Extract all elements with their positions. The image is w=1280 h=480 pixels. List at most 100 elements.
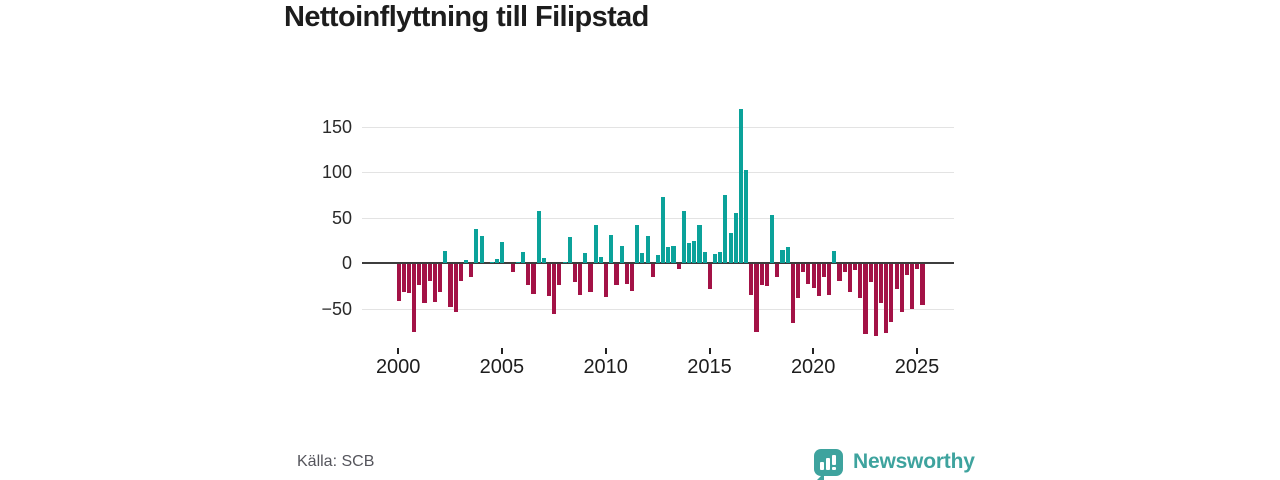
bar-2004-q4 [495,258,500,264]
bar-2024-q1 [894,264,899,289]
newsworthy-logo-text: Newsworthy [853,450,975,473]
bar-2006-q3 [531,264,536,295]
zero-axis-line [362,262,954,265]
bar-2005-q1 [500,242,505,264]
bar-2007-q3 [552,264,557,315]
bar-2023-q2 [878,264,884,304]
bar-2016-q1 [728,233,733,264]
bar-2023-q1 [873,264,878,337]
bar-2015-q2 [712,254,718,264]
bar-2018-q3 [780,249,785,264]
bar-2005-q3 [510,264,515,273]
bar-2003-q1 [458,264,463,281]
x-tick-2005 [500,348,503,354]
x-tick-2020 [812,348,815,354]
bar-2024-q2 [899,264,904,313]
bar-2013-q2 [671,246,676,264]
bar-2022-q3 [863,264,868,335]
bar-2019-q2 [795,264,801,298]
bar-chart-icon-bar2 [826,457,830,470]
x-tick-2010 [604,348,607,354]
bar-2014-q4 [702,251,707,264]
x-tick-label: 2015 [687,356,732,378]
bar-2000-q3 [406,264,412,294]
bar-2017-q1 [749,264,754,296]
bar-2000-q1 [396,264,401,301]
bar-2006-q4 [536,211,541,264]
bar-2006-q1 [521,252,526,264]
bar-2024-q4 [910,264,915,309]
bar-2004-q1 [479,236,484,264]
y-tick-label: 150 [321,116,352,137]
bar-2011-q3 [635,225,640,264]
x-tick-2015 [708,348,711,354]
bar-2020-q2 [816,264,821,297]
bar-2002-q2 [443,250,448,264]
bar-2002-q1 [438,264,443,293]
x-tick-label: 2000 [375,356,421,378]
bar-2002-q3 [448,264,453,308]
bar-2015-q1 [707,264,712,289]
bar-2018-q1 [770,215,775,264]
x-tick-label: 2005 [479,356,525,378]
x-tick-label: 2010 [583,356,628,378]
bar-2000-q4 [412,264,417,332]
bar-2017-q3 [759,264,764,286]
source-note: Källa: SCB [297,453,375,470]
bar-2001-q1 [417,264,422,286]
bar-chart-icon-exclamation [832,454,836,465]
bar-2003-q2 [463,259,469,264]
bar-2020-q1 [811,264,816,288]
bar-2009-q1 [583,253,588,264]
bar-2020-q4 [827,264,832,296]
bar-2014-q2 [692,240,697,264]
bar-2017-q4 [764,264,769,287]
bar-2008-q2 [567,236,572,264]
bar-2019-q3 [801,264,806,272]
bar-2010-q3 [614,264,619,286]
bar-2019-q1 [790,264,795,324]
bar-2018-q2 [775,264,780,277]
bar-2021-q3 [842,264,847,273]
bar-2013-q1 [666,246,671,264]
bar-2002-q4 [453,264,458,313]
bar-2010-q1 [604,264,609,298]
bar-2010-q2 [609,235,614,264]
bar-2007-q1 [541,257,546,264]
bar-2009-q2 [588,264,593,292]
bar-2024-q3 [904,264,910,276]
x-tick-2025 [916,348,918,354]
bar-2007-q2 [546,264,552,297]
bar-2021-q1 [832,250,837,264]
bar-2018-q4 [785,246,790,264]
bar-2011-q1 [624,264,629,285]
bar-2001-q4 [432,264,437,302]
bar-2009-q3 [593,225,598,264]
bar-2003-q4 [474,228,479,264]
bar-2005-q4 [515,261,520,264]
bar-2014-q1 [687,243,692,264]
bar-2004-q3 [489,262,495,264]
page-title: Nettoinflyttning till Filipstad [284,1,649,33]
bar-2008-q4 [578,264,583,296]
bar-2015-q4 [723,195,728,264]
bar-2017-q2 [754,264,759,332]
bar-2000-q2 [401,264,406,292]
bar-2015-q3 [718,252,723,264]
bar-2022-q1 [853,264,858,270]
bar-2021-q4 [847,264,852,292]
bar-2001-q3 [427,264,432,281]
gridline-y-50 [362,217,954,219]
bar-2023-q3 [884,264,889,333]
gridline-y-150 [362,126,954,128]
bar-chart-icon-bar1 [820,461,824,470]
bar-2022-q4 [868,264,873,283]
bar-2016-q2 [733,213,738,264]
y-tick-label: 50 [331,207,352,228]
bar-2013-q3 [676,264,681,269]
bar-2013-q4 [681,210,686,264]
bar-2007-q4 [557,264,562,286]
bar-2025-q1 [915,264,920,269]
bar-2020-q3 [821,264,827,277]
bar-2001-q2 [422,264,427,304]
